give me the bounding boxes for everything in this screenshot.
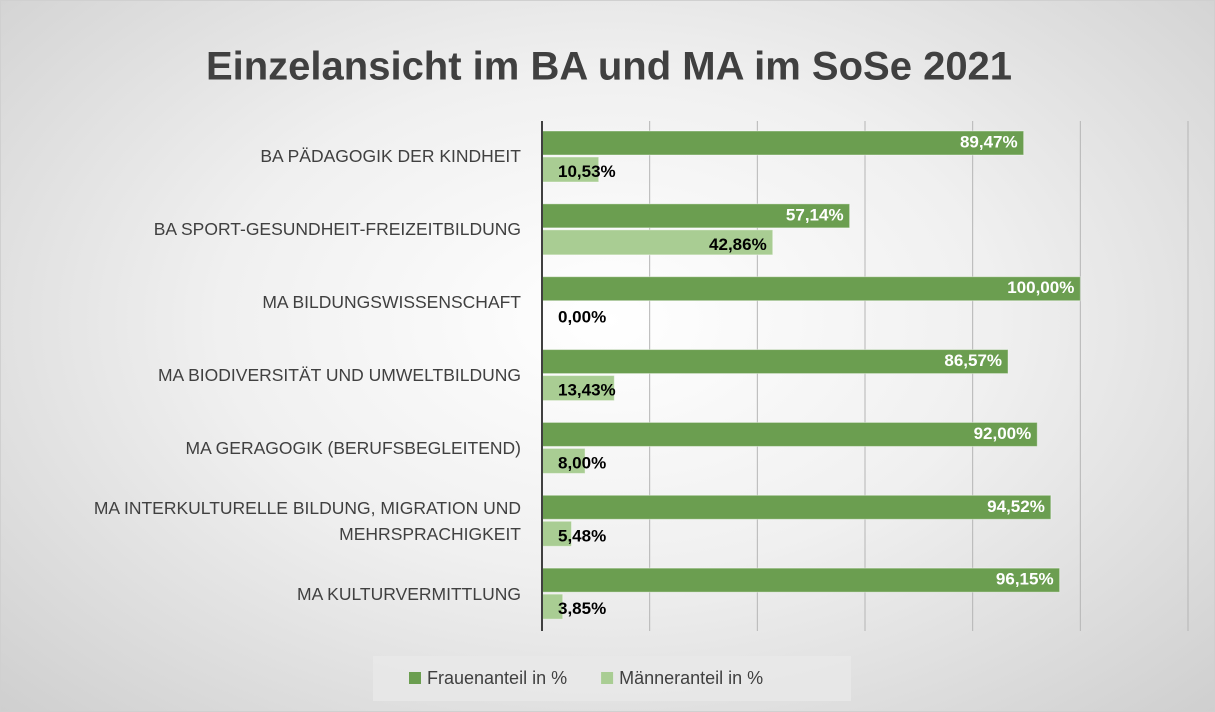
y-tick-label: BA SPORT-GESUNDHEIT-FREIZEITBILDUNG	[153, 219, 521, 240]
data-label: 42,86%	[709, 235, 767, 254]
bar	[541, 349, 1009, 375]
bar	[541, 130, 1025, 156]
data-label: 94,52%	[987, 497, 1045, 516]
data-label: 5,48%	[558, 526, 606, 545]
bar	[541, 567, 1061, 593]
bar	[541, 203, 851, 229]
bar	[541, 156, 600, 183]
y-tick-label: MA INTERKULTURELLE BILDUNG, MIGRATION UN…	[93, 497, 521, 544]
legend-label: Frauenanteil in %	[427, 668, 567, 688]
data-label: 100,00%	[1007, 278, 1074, 297]
bar	[541, 421, 1038, 447]
y-tick-label: MA GERAGOGIK (BERUFSBEGLEITEND)	[185, 437, 521, 458]
y-tick-label: MA BIODIVERSITÄT UND UMWELTBILDUNG	[157, 365, 521, 385]
chart-title: Einzelansicht im BA und MA im SoSe 2021	[206, 45, 1012, 89]
y-tick-label: MA KULTURVERMITTLUNG	[297, 583, 521, 604]
bar	[541, 494, 1052, 520]
data-label: 57,14%	[786, 205, 844, 224]
legend-swatch	[409, 672, 421, 684]
legend-swatch	[601, 672, 614, 684]
bar	[541, 447, 586, 474]
data-label: 86,57%	[944, 351, 1002, 370]
data-label: 13,43%	[558, 381, 616, 400]
data-label: 3,85%	[558, 599, 606, 618]
data-label: 8,00%	[558, 453, 606, 472]
bar	[541, 375, 615, 402]
y-tick-label: MA BILDUNGSWISSENSCHAFT	[262, 292, 521, 313]
data-label: 89,47%	[960, 132, 1018, 151]
bar	[541, 276, 1081, 302]
data-label: 10,53%	[558, 162, 616, 181]
data-label: 96,15%	[996, 570, 1054, 589]
data-label: 0,00%	[558, 308, 606, 327]
data-label: 92,00%	[974, 424, 1032, 443]
y-tick-label: BA PÄDAGOGIK DER KINDHEIT	[260, 146, 521, 167]
bar	[541, 229, 774, 256]
legend-label: Männeranteil in %	[619, 668, 763, 688]
